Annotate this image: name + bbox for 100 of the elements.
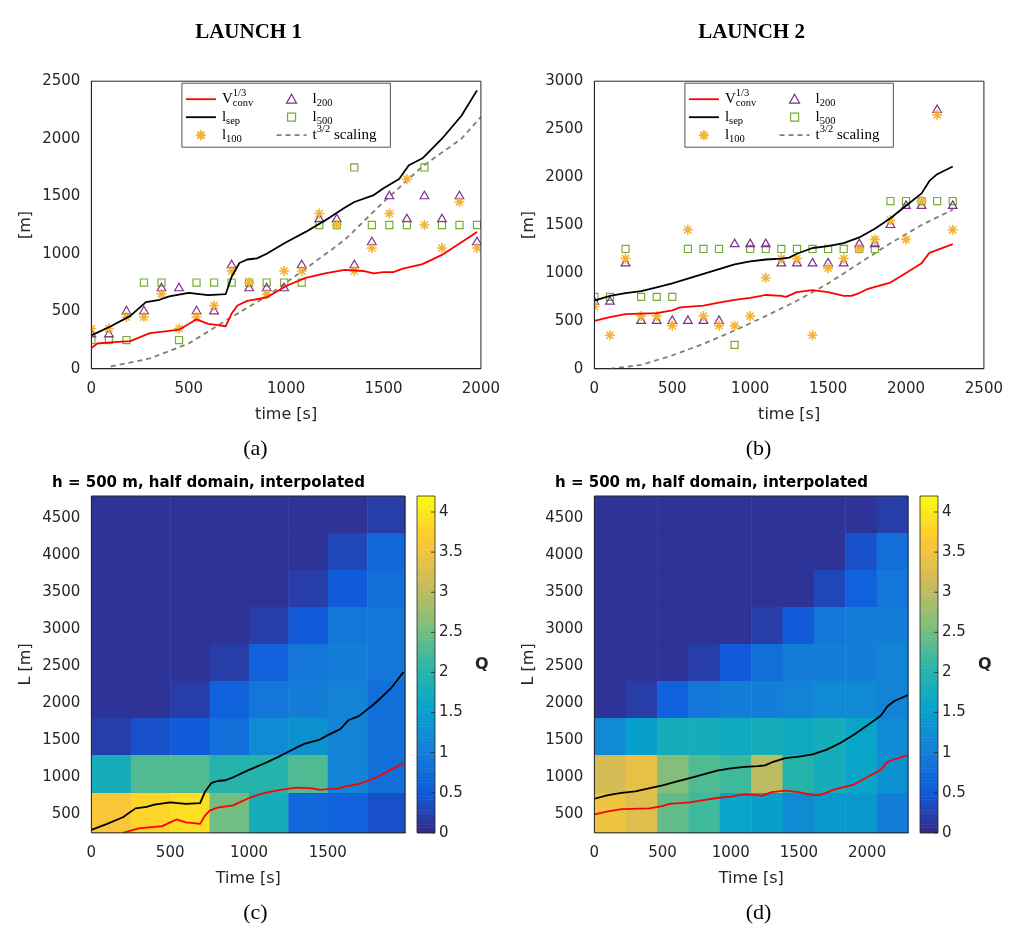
point [437,220,447,230]
color-bar-label: 2 [942,662,952,681]
point [191,305,202,315]
point [313,207,326,220]
x-tick-label: 2000 [848,842,887,861]
x-axis-title: Time [s] [717,867,784,887]
point [806,329,819,342]
point [808,244,817,254]
point [139,278,149,287]
point [157,278,166,287]
x-tick-label: 2000 [461,378,501,397]
point [822,262,834,274]
point [174,282,184,292]
point [729,238,740,248]
point [946,223,959,236]
point [791,252,803,265]
point [297,278,306,287]
point [667,315,678,324]
point [746,244,755,254]
y-tick-label: 3000 [42,619,81,638]
point [278,265,290,277]
point [138,311,150,323]
y-tick-label: 2000 [545,693,584,712]
y-axis-title: L [m] [517,643,537,686]
point [401,173,413,185]
point [103,322,115,335]
point [419,190,430,200]
point [933,196,942,206]
y-tick-label: 3000 [545,619,584,638]
y-tick-label: 3500 [545,582,584,601]
point [225,265,238,277]
point [635,310,647,322]
text: (c) [242,898,269,926]
color-bar-label: 3.5 [942,542,966,561]
point [947,200,958,209]
point [174,335,184,345]
point [155,288,168,300]
x-tick-label: 0 [589,842,600,861]
color-bar-label: 1.5 [942,702,966,721]
point [280,278,289,287]
x-tick-label: 0 [86,378,97,397]
point [605,296,615,305]
point [823,257,834,267]
x-tick-label: 500 [657,378,687,397]
y-tick-label: 1500 [42,186,81,205]
y-tick-label: 0 [573,358,584,377]
point [385,220,394,230]
point [668,292,677,302]
point [901,200,911,209]
point [932,104,943,114]
point [775,252,788,265]
point [870,244,879,254]
point [139,305,149,315]
point [401,213,412,223]
point [900,233,912,246]
x-tick-label: 1000 [229,842,269,861]
point [156,282,167,292]
point [604,329,616,342]
x-tick-label: 1000 [711,842,750,861]
point [792,244,802,254]
point [884,214,897,227]
y-tick-label: 2500 [42,71,81,90]
color-bar-label: 3 [439,582,449,601]
y-tick-label: 500 [554,804,584,823]
chart-title: LAUNCH 2 [698,19,805,44]
y-tick-label: 2500 [42,656,81,675]
point [869,233,881,246]
color-bar-label: 0 [942,822,952,841]
point [472,236,481,246]
point [621,244,630,254]
chart-title: LAUNCH 1 [195,19,302,44]
point [295,265,308,277]
color-bar-label: 1 [942,742,952,761]
point [636,292,646,302]
y-tick-label: 1000 [42,767,81,786]
point [759,271,772,284]
y-tick-label: 1000 [42,243,81,262]
color-bar-label: 2 [439,662,449,681]
point [455,220,464,230]
point [699,244,708,254]
point [331,213,342,223]
point [209,278,219,287]
x-axis-title: time [s] [255,403,318,423]
x-tick-label: 1500 [364,378,403,397]
y-tick-label: 2500 [545,656,584,675]
point [454,190,465,200]
point [436,242,448,254]
y-axis-title: [m] [517,210,537,240]
point [823,244,833,254]
point [728,319,741,332]
x-tick-label: 1000 [731,378,770,397]
y-tick-label: 4000 [545,545,584,564]
y-tick-label: 2000 [42,128,81,147]
text: (b) [744,434,773,462]
point [837,252,850,265]
point [777,244,786,254]
point [713,319,725,332]
point [366,242,378,254]
color-bar-label: 1 [439,742,449,761]
y-axis-title: [m] [14,210,34,240]
